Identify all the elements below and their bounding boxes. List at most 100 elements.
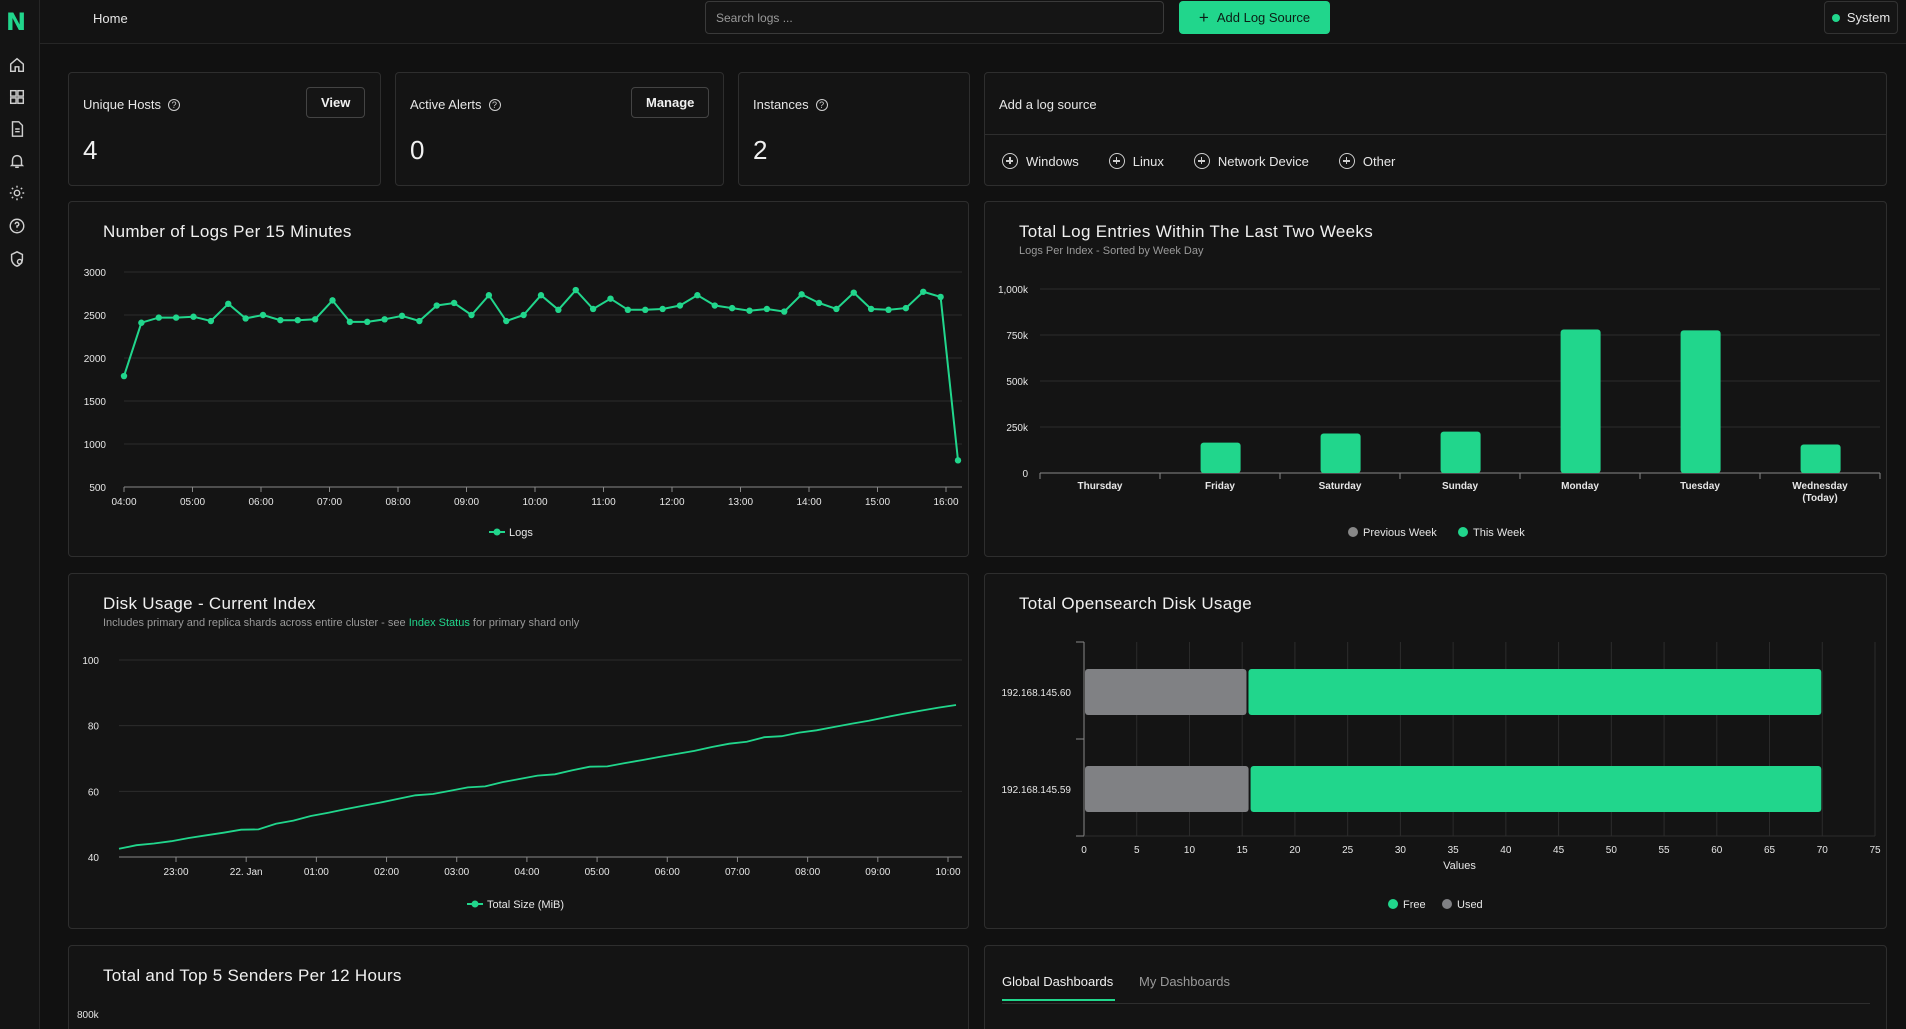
tab-global-dashboards[interactable]: Global Dashboards (1002, 974, 1115, 1001)
disk-usage-subtitle: Includes primary and replica shards acro… (103, 617, 579, 629)
x-tick-label: Wednesday (1792, 481, 1848, 492)
y-tick-label: 100 (82, 656, 99, 667)
search-input[interactable] (705, 1, 1164, 34)
data-point (120, 372, 128, 380)
data-point (381, 316, 388, 323)
data-point (138, 319, 145, 326)
y-tick-label: 750k (1006, 331, 1029, 342)
x-tick-label: 5 (1134, 845, 1140, 856)
y-tick-label: 250k (1006, 423, 1029, 434)
legend-marker (471, 900, 479, 908)
x-tick-label: 01:00 (304, 867, 329, 878)
data-point (416, 317, 423, 325)
add-log-source-title: Add a log source (999, 97, 1097, 112)
x-tick-label: 07:00 (317, 497, 342, 508)
log-source-linux[interactable]: Linux (1108, 153, 1164, 169)
log-source-windows[interactable]: Windows (1002, 153, 1079, 169)
data-point (642, 306, 649, 314)
log-source-label: Network Device (1217, 153, 1309, 169)
x-tick-label: 50 (1606, 845, 1618, 856)
logs-per-15-chart: 3000 2500 2000 1500 1000 500 04:00 05:00 06:00 07… (84, 268, 962, 539)
data-point (659, 305, 666, 313)
active-alerts-label: Active Alerts (410, 97, 482, 112)
plus-circle-icon (1338, 153, 1355, 169)
home-icon[interactable] (8, 56, 26, 74)
data-point (294, 316, 301, 324)
tab-my-dashboards[interactable]: My Dashboards (1139, 974, 1231, 989)
x-tick-label: Monday (1561, 481, 1599, 492)
help-icon[interactable] (8, 217, 26, 235)
data-point (937, 293, 944, 301)
log-source-options: Windows Linux Network Device Other (1002, 153, 1425, 169)
plus-circle-icon (1193, 153, 1210, 169)
x-tick-label: 15 (1237, 845, 1249, 856)
legend-label: Free (1403, 899, 1426, 911)
data-point (433, 302, 440, 309)
log-source-label: Other (1362, 153, 1396, 169)
document-icon[interactable] (8, 120, 26, 138)
data-point (468, 311, 475, 319)
series-line-logs (123, 288, 959, 461)
help-icon[interactable]: ? (488, 98, 501, 111)
manage-button[interactable]: Manage (631, 87, 710, 118)
bar-used (1085, 669, 1247, 715)
legend-label: This Week (1473, 527, 1525, 539)
top-senders-title: Total and Top 5 Senders Per 12 Hours (103, 966, 402, 985)
bar-this-week (1680, 330, 1721, 473)
data-point (364, 318, 371, 326)
unique-hosts-value: 4 (83, 135, 98, 165)
view-button[interactable]: View (306, 87, 366, 118)
x-tick-label: 40 (1500, 845, 1512, 856)
breadcrumb[interactable]: Home (93, 11, 128, 26)
dashboards-card: Global Dashboards My Dashboards (984, 945, 1887, 1029)
system-label: System (1846, 10, 1891, 25)
help-icon[interactable]: ? (815, 98, 828, 111)
data-point (259, 311, 267, 319)
unique-hosts-heading: Unique Hosts ? (83, 97, 181, 112)
data-point (728, 304, 736, 312)
x-tick-label: 25 (1342, 845, 1354, 856)
gear-icon[interactable] (8, 184, 26, 202)
bar-free (1250, 766, 1822, 812)
x-tick-label: 35 (1448, 845, 1460, 856)
add-log-source-button[interactable]: + Add Log Source (1179, 1, 1330, 34)
two-weeks-title: Total Log Entries Within The Last Two We… (1019, 222, 1374, 241)
x-tick-label: 10:00 (935, 867, 960, 878)
bar-this-week (1800, 444, 1841, 473)
data-point (503, 317, 510, 325)
x-tick-label: 06:00 (248, 497, 273, 508)
legend-marker (1348, 527, 1358, 537)
data-point (520, 311, 527, 319)
dashboard-icon[interactable] (8, 88, 26, 106)
top-bar: Home + Add Log Source System (40, 0, 1906, 44)
opensearch-disk-card: Total Opensearch Disk Usage 0 5 10 15 20 25 30… (984, 573, 1887, 929)
x-tick-label: 23:00 (163, 867, 188, 878)
y-tick-label: 0 (1022, 469, 1028, 480)
x-tick-label: 10:00 (522, 497, 547, 508)
data-point (555, 306, 562, 314)
x-tick-label: 07:00 (725, 867, 750, 878)
series-line-total-size (118, 704, 957, 850)
x-tick-label: Friday (1205, 481, 1235, 492)
x-tick-label: 11:00 (591, 497, 616, 508)
log-source-network-device[interactable]: Network Device (1193, 153, 1309, 169)
index-status-link[interactable]: Index Status (408, 617, 470, 629)
log-source-other[interactable]: Other (1338, 153, 1396, 169)
app-logo[interactable]: N (6, 8, 27, 36)
x-tick-label: Thursday (1077, 481, 1122, 492)
instances-value: 2 (753, 135, 768, 165)
data-point (954, 457, 962, 464)
x-tick-label: 70 (1817, 845, 1829, 856)
x-tick-label: 22. Jan (230, 867, 263, 878)
legend-label: Logs (509, 527, 533, 539)
shield-icon[interactable] (8, 250, 26, 268)
system-status-button[interactable]: System (1824, 1, 1898, 34)
data-point (815, 299, 823, 307)
bell-icon[interactable] (8, 152, 26, 170)
disk-usage-title: Disk Usage - Current Index (103, 594, 316, 613)
y-tick-label: 1000 (84, 440, 107, 451)
help-icon[interactable]: ? (168, 98, 181, 111)
data-point (329, 297, 336, 304)
logs-per-15-card: Number of Logs Per 15 Minutes 3000 2500 20… (68, 201, 969, 557)
data-point (711, 302, 718, 309)
